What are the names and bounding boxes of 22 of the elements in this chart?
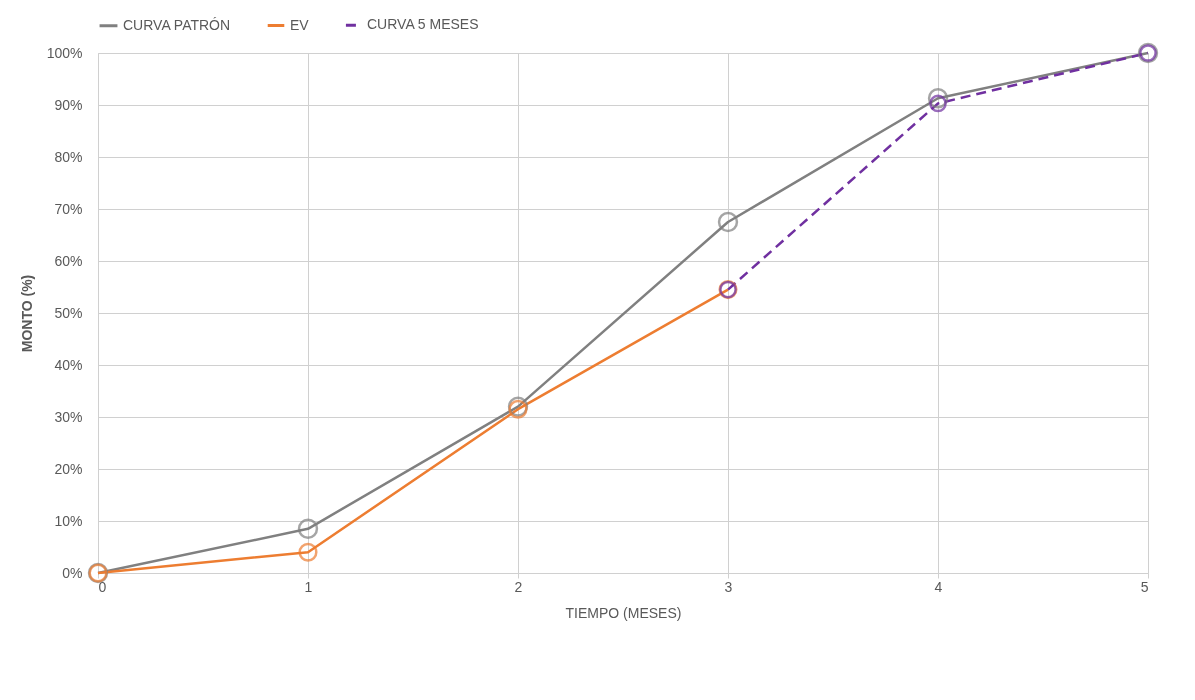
y-tick-label: 40% <box>54 356 83 373</box>
legend-label: EV <box>290 16 310 33</box>
y-tick-label: 10% <box>54 512 83 529</box>
x-tick-label: 2 <box>514 578 523 595</box>
x-tick-label: 4 <box>934 578 943 595</box>
y-tick-label: 100% <box>46 44 83 61</box>
legend-label: CURVA 5 MESES <box>367 16 479 33</box>
legend-label: CURVA PATRÓN <box>123 16 231 33</box>
x-tick-label: 0 <box>98 578 107 595</box>
y-tick-label: 60% <box>54 252 83 269</box>
x-tick-label: 1 <box>304 578 313 595</box>
y-tick-label: 80% <box>54 148 83 165</box>
y-tick-label: 0% <box>62 564 83 581</box>
y-tick-label: 30% <box>54 408 83 425</box>
y-tick-label: 50% <box>54 304 83 321</box>
y-tick-label: 70% <box>54 200 83 217</box>
x-tick-label: 3 <box>724 578 733 595</box>
x-tick-label: 5 <box>1140 578 1149 595</box>
y-axis-title: MONTO (%) <box>18 274 35 353</box>
y-tick-label: 20% <box>54 460 83 477</box>
x-axis-title: TIEMPO (MESES) <box>565 604 682 621</box>
y-tick-label: 90% <box>54 96 83 113</box>
